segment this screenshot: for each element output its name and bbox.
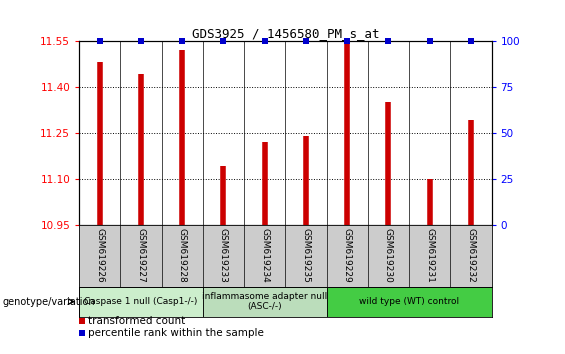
Text: Caspase 1 null (Casp1-/-): Caspase 1 null (Casp1-/-): [84, 297, 198, 306]
Text: transformed count: transformed count: [88, 316, 185, 326]
Text: percentile rank within the sample: percentile rank within the sample: [88, 328, 263, 338]
Text: GSM619234: GSM619234: [260, 228, 269, 282]
Bar: [327, 287, 492, 317]
Text: GSM619230: GSM619230: [384, 228, 393, 283]
Bar: [203, 287, 327, 317]
Text: GSM619233: GSM619233: [219, 228, 228, 283]
Text: GSM619228: GSM619228: [178, 228, 186, 282]
Text: genotype/variation: genotype/variation: [3, 297, 95, 307]
Text: GSM619227: GSM619227: [137, 228, 145, 282]
Text: wild type (WT) control: wild type (WT) control: [359, 297, 459, 306]
Text: GSM619226: GSM619226: [95, 228, 104, 282]
Text: GSM619231: GSM619231: [425, 228, 434, 283]
Title: GDS3925 / 1456580_PM_s_at: GDS3925 / 1456580_PM_s_at: [192, 27, 379, 40]
Bar: [79, 287, 203, 317]
Text: inflammasome adapter null
(ASC-/-): inflammasome adapter null (ASC-/-): [202, 292, 327, 312]
Text: GSM619232: GSM619232: [467, 228, 475, 282]
Text: GSM619229: GSM619229: [343, 228, 351, 282]
Text: GSM619235: GSM619235: [302, 228, 310, 283]
